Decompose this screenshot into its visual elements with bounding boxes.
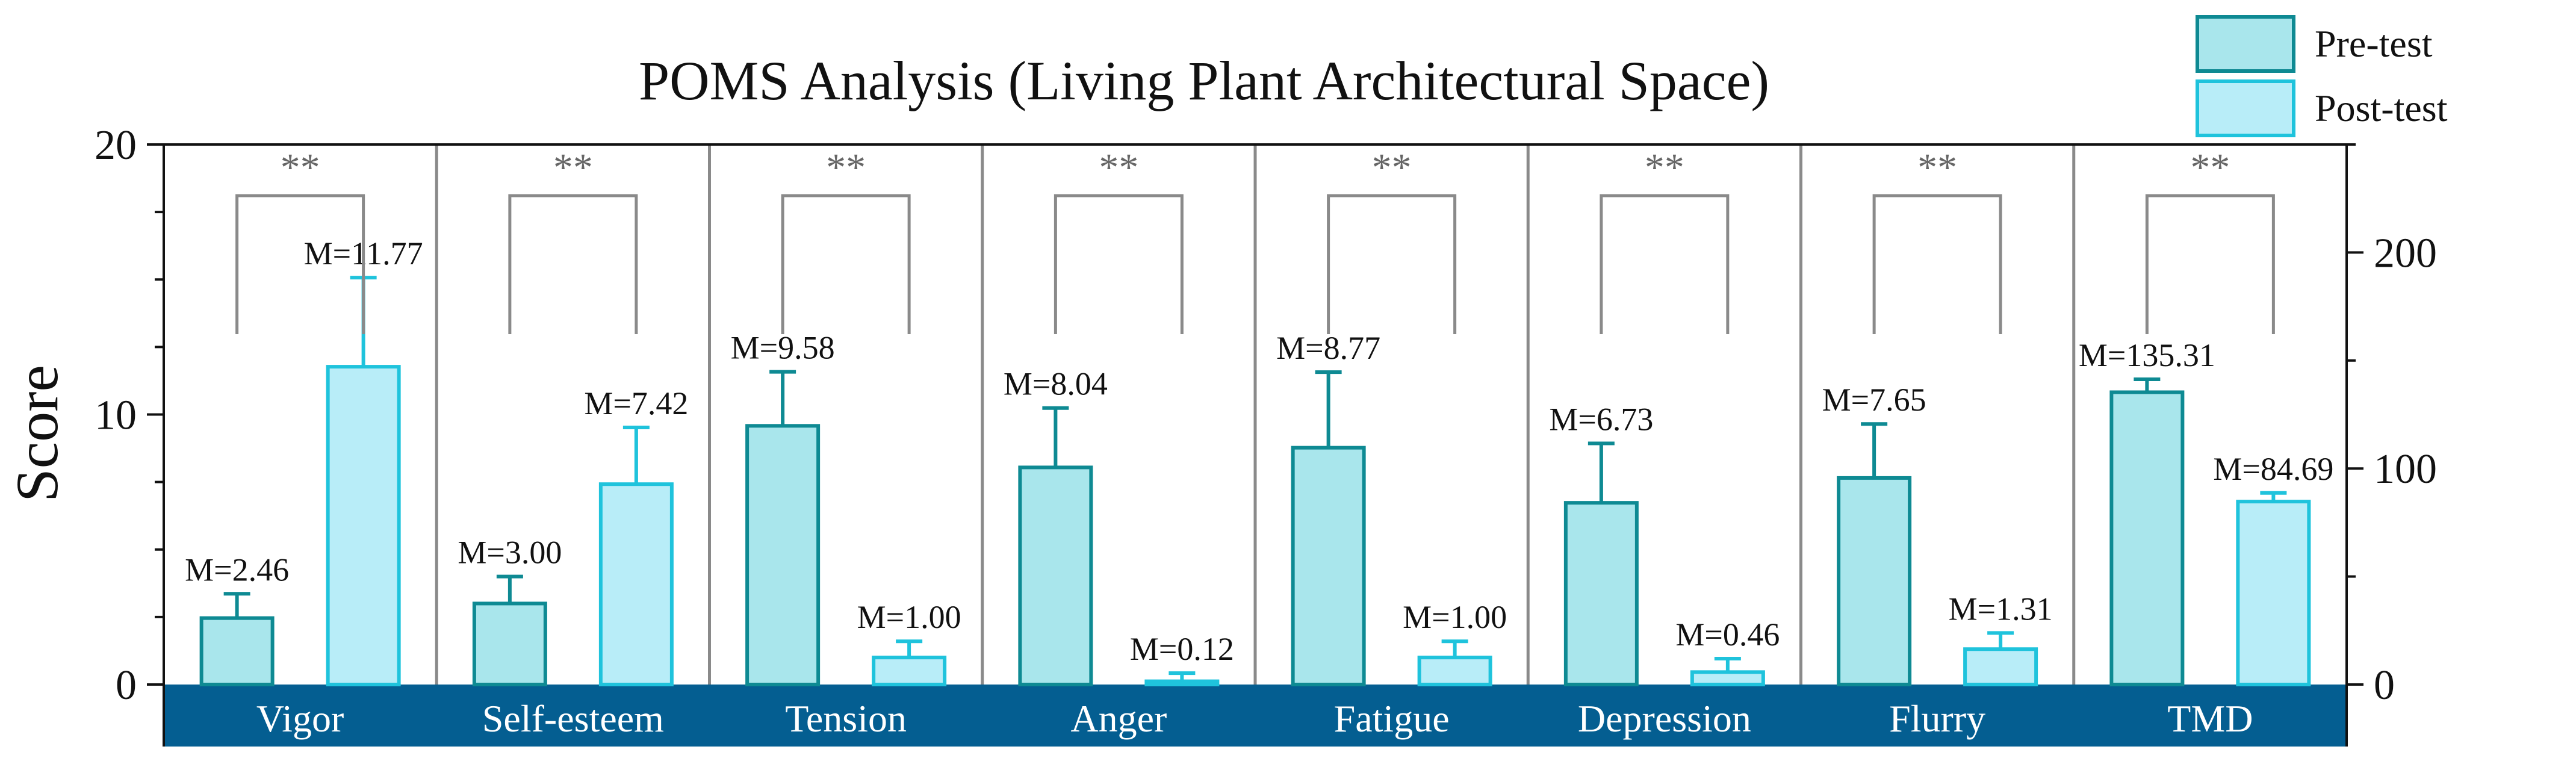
significance-bracket	[508, 194, 638, 334]
legend-swatch-0	[2196, 15, 2295, 73]
legend: Pre-test Post-test	[2196, 15, 2448, 137]
chart-title: POMS Analysis (Living Plant Architectura…	[639, 50, 1769, 111]
bar-1-3	[1144, 679, 1220, 687]
bar-1-0	[326, 365, 401, 686]
significance-bracket	[1600, 194, 1730, 334]
right-tick-label: 200	[2374, 230, 2437, 276]
data-label-0-6: M=7.65	[1822, 382, 1926, 418]
data-label-0-2: M=9.58	[731, 330, 835, 366]
significance-marker: **	[1645, 146, 1684, 190]
significance-marker: **	[2190, 146, 2230, 190]
data-label-1-5: M=0.46	[1675, 616, 1780, 653]
category-label: TMD	[2167, 697, 2253, 740]
bar-1-2	[872, 656, 947, 687]
data-label-0-7: M=135.31	[2079, 337, 2215, 373]
bar-0-7	[2109, 390, 2185, 686]
significance-bracket	[1872, 194, 2002, 334]
data-label-1-3: M=0.12	[1130, 631, 1234, 667]
y-tick-label: 20	[95, 122, 137, 169]
bar-1-4	[1417, 656, 1492, 687]
significance-bracket	[1054, 194, 1184, 334]
bar-0-0	[199, 616, 275, 686]
bar-1-5	[1690, 670, 1765, 687]
category-label: Vigor	[256, 697, 344, 740]
bar-1-1	[598, 482, 674, 686]
category-label: Self-esteem	[482, 697, 664, 740]
category-label: Fatigue	[1334, 697, 1450, 740]
bar-1-6	[1963, 647, 2038, 686]
significance-marker: **	[1372, 146, 1412, 190]
data-label-0-0: M=2.46	[185, 551, 289, 588]
y-tick-label: 0	[116, 662, 137, 709]
data-label-1-1: M=7.42	[584, 385, 688, 421]
data-label-0-3: M=8.04	[1004, 366, 1108, 402]
bar-0-6	[1837, 476, 1912, 687]
category-label: Tension	[785, 697, 907, 740]
bar-0-3	[1018, 465, 1093, 686]
legend-label-1: Post-test	[2315, 87, 2448, 129]
category-label: Anger	[1070, 697, 1167, 740]
right-tick-label: 0	[2374, 662, 2395, 709]
significance-marker: **	[826, 146, 866, 190]
y-axis-label: Score	[4, 365, 70, 502]
bar-0-5	[1563, 501, 1639, 686]
data-label-0-4: M=8.77	[1276, 330, 1380, 366]
data-label-0-5: M=6.73	[1549, 401, 1653, 437]
data-label-1-7: M=84.69	[2213, 451, 2333, 487]
legend-swatch-1	[2196, 79, 2295, 137]
significance-bracket	[1327, 194, 1457, 334]
data-label-0-1: M=3.00	[458, 535, 562, 571]
bar-0-1	[472, 601, 547, 687]
legend-label-0: Pre-test	[2315, 22, 2433, 65]
significance-marker: **	[1099, 146, 1138, 190]
bar-1-7	[2236, 500, 2311, 686]
data-label-1-6: M=1.31	[1949, 591, 2053, 627]
data-label-1-2: M=1.00	[857, 599, 961, 635]
category-label: Depression	[1578, 697, 1751, 740]
right-tick-label: 100	[2374, 446, 2437, 492]
data-label-1-4: M=1.00	[1403, 599, 1507, 635]
category-label: Flurry	[1889, 697, 1985, 740]
significance-marker: **	[1917, 146, 1957, 190]
significance-bracket	[235, 194, 365, 334]
significance-marker: **	[553, 146, 593, 190]
significance-bracket	[781, 194, 911, 334]
category-band	[164, 685, 2347, 747]
y-tick-label: 10	[95, 393, 137, 439]
significance-bracket	[2145, 194, 2275, 334]
bar-0-4	[1291, 446, 1366, 687]
bar-0-2	[745, 424, 821, 686]
significance-marker: **	[281, 146, 320, 190]
